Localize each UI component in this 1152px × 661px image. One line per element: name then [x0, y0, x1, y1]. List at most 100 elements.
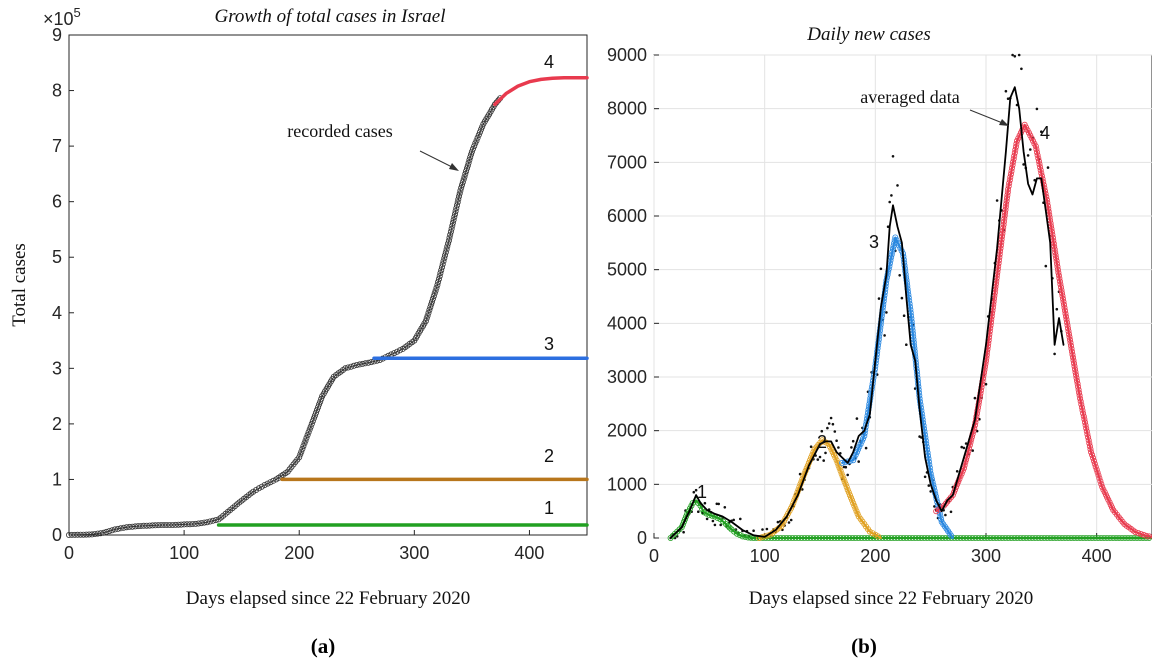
r-series-3-marker [889, 245, 896, 252]
r-series-4-marker [1140, 531, 1147, 538]
r-series-4-marker [1035, 158, 1042, 165]
r-ytick-label-8: 8000 [607, 99, 647, 119]
r-series-3-marker [888, 254, 895, 261]
r-series-1-marker [969, 535, 976, 542]
r-series-4-marker [1083, 425, 1090, 432]
right-raw-point [1040, 130, 1043, 133]
l-series-recorded-cases-marker [362, 360, 369, 367]
r-series-3-marker [865, 403, 872, 410]
r-series-2-marker [837, 467, 844, 474]
r-series-4-marker [1000, 224, 1007, 231]
right-plot-frame [653, 54, 1152, 539]
r-series-1-marker [984, 535, 991, 542]
r-series-4-marker [1000, 218, 1007, 225]
right-raw-point [955, 470, 959, 473]
right-raw-point [673, 536, 677, 540]
r-series-1-marker [903, 535, 910, 542]
right-raw-point [851, 439, 855, 443]
l-series-recorded-cases-marker [66, 532, 73, 539]
r-series-2-marker [853, 508, 860, 515]
l-series-recorded-cases-marker [307, 423, 314, 430]
l-series-recorded-cases-marker [428, 298, 435, 305]
r-series-4-marker [1050, 240, 1057, 247]
l-series-recorded-cases-marker [163, 522, 170, 529]
r-series-4-marker [948, 494, 955, 501]
r-series-4-marker [1085, 437, 1092, 444]
r-series-4-marker [1073, 374, 1080, 381]
right-annotation-arrow [969, 109, 1009, 126]
r-series-2-marker [875, 533, 882, 540]
r-series-3-marker [877, 324, 884, 331]
l-series-recorded-cases-marker [305, 429, 312, 436]
l-series-recorded-cases-marker [356, 361, 363, 368]
right-raw-point [829, 416, 833, 420]
r-series-3-marker [839, 459, 846, 466]
r-series-1-marker [825, 535, 832, 542]
l-series-recorded-cases-marker [315, 404, 322, 411]
r-series-3-marker [866, 398, 873, 405]
l-series-recorded-cases-marker [368, 359, 375, 366]
r-xtick-label-4: 400 [1082, 546, 1112, 566]
r-series-4-marker [1071, 363, 1078, 370]
r-series-1-marker [864, 535, 871, 542]
r-series-4-marker [1051, 243, 1058, 250]
l-series-recorded-cases-marker [429, 295, 436, 302]
r-series-1-marker [1086, 535, 1093, 542]
r-xtick-label-3: 300 [971, 546, 1001, 566]
r-series-1-marker [1116, 535, 1123, 542]
r-series-1-marker [1107, 535, 1114, 542]
r-series-4-marker [1076, 392, 1083, 399]
right-raw-point [973, 396, 977, 400]
r-series-1-marker [849, 535, 856, 542]
r-series-1-marker [954, 535, 961, 542]
l-series-recorded-cases-marker [461, 173, 468, 180]
right-raw-point [826, 426, 829, 430]
l-series-recorded-cases-marker [474, 134, 481, 141]
right-raw-point [824, 451, 827, 455]
l-series-recorded-cases-marker [297, 451, 304, 458]
r-series-1-marker [840, 535, 847, 542]
l-series-recorded-cases-marker [453, 205, 460, 212]
l-series-recorded-cases-marker [491, 101, 498, 108]
r-series-3-marker [866, 401, 873, 408]
r-series-4-marker [998, 236, 1005, 243]
l-series-recorded-cases-marker [158, 522, 165, 529]
left-y-multiplier: ×105 [43, 5, 81, 29]
r-series-4-marker [1003, 197, 1010, 204]
r-series-1-marker [1008, 535, 1015, 542]
l-series-recorded-cases-marker [189, 521, 196, 528]
l-series-recorded-cases-marker [160, 522, 167, 529]
l-series-recorded-cases-marker [309, 418, 316, 425]
r-series-1-marker [1098, 535, 1105, 542]
right-raw-point [888, 200, 891, 204]
l-series-recorded-cases-marker [445, 237, 452, 244]
r-series-4-marker [1095, 472, 1102, 479]
r-series-4-marker [1075, 383, 1082, 390]
r-series-4-marker [1067, 339, 1074, 346]
l-ytick-label-7: 7 [52, 136, 62, 156]
r-series-4-marker [1083, 428, 1090, 435]
r-series-4-marker [1057, 281, 1064, 288]
l-series-recorded-cases-marker [318, 395, 325, 402]
r-series-4-marker [1056, 278, 1063, 285]
r-series-4-marker [1054, 260, 1061, 267]
r-series-3-marker [917, 401, 924, 408]
right-raw-point [900, 296, 904, 300]
l-series-recorded-cases-marker [444, 243, 451, 250]
r-series-1-marker [771, 535, 778, 542]
r-series-3-marker [888, 251, 895, 258]
r-series-1-marker [1047, 535, 1054, 542]
r-series-4-marker [1070, 354, 1077, 361]
r-series-1-marker [1032, 535, 1039, 542]
r-series-4-marker [1040, 178, 1047, 185]
r-series-4-marker [1004, 194, 1011, 201]
r-series-4-marker [1035, 155, 1042, 162]
left-curve-label-2: 2 [544, 446, 554, 466]
r-series-1-marker [972, 535, 979, 542]
l-series-recorded-cases-marker [466, 156, 473, 163]
r-series-4-marker [1062, 310, 1069, 317]
l-series-recorded-cases-marker [467, 154, 474, 161]
r-series-4-marker [1000, 221, 1007, 228]
l-series-recorded-cases-marker [424, 312, 431, 319]
r-series-4-marker [1004, 192, 1011, 199]
